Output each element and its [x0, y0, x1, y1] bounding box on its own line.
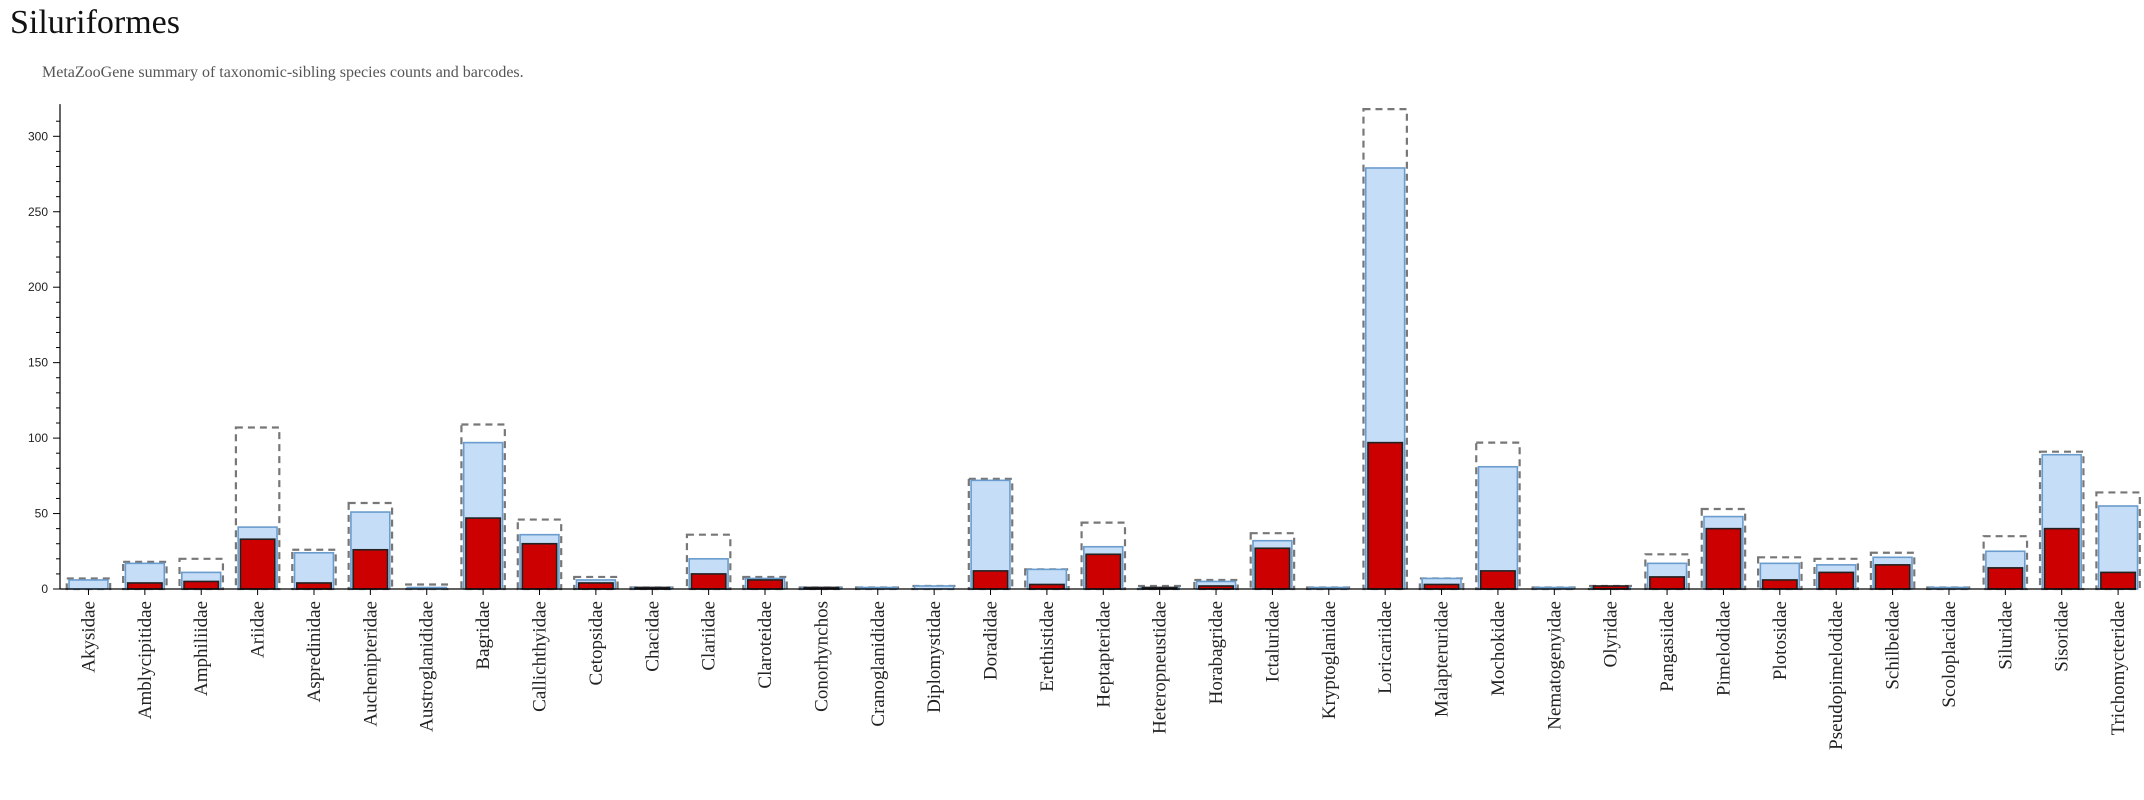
x-tick-label: Pimelodidae [1713, 601, 1734, 696]
species-bar [68, 579, 109, 590]
x-tick-label: Ictaluridae [1262, 601, 1283, 682]
total-bar [685, 533, 732, 591]
y-tick-label: 200 [28, 280, 48, 294]
barcode-bar [126, 582, 163, 590]
barcode-bar [183, 580, 220, 590]
barcode-bar [1028, 583, 1065, 590]
y-tick-label: 150 [28, 356, 48, 370]
total-bar [2038, 450, 2085, 591]
total-bar [1475, 441, 1521, 591]
x-axis: Akysidae Amblycipitidae Amphiliidae Ariidae… [60, 588, 2136, 750]
barcode-bar [972, 570, 1009, 590]
x-tick-label: Callichthyidae [529, 601, 550, 712]
barcode-bar [1254, 547, 1291, 590]
barcode-bar [1479, 570, 1516, 590]
barcode-bar [690, 573, 727, 590]
x-tick-label: Aspredinidae [304, 601, 325, 702]
barcode-bar [352, 548, 389, 590]
x-tick-label: Austroglanididae [417, 601, 438, 732]
y-tick-label: 250 [28, 205, 48, 219]
barcode-bar [2043, 527, 2080, 590]
x-tick-label: Diplomystidae [924, 601, 945, 713]
x-tick-label: Kryptoglanidae [1319, 601, 1340, 719]
barcode-bar [1085, 553, 1122, 590]
species-bar [1477, 465, 1519, 590]
barcode-bar [577, 582, 614, 590]
barcode-bar [239, 538, 276, 590]
x-tick-label: Clariidae [699, 601, 720, 671]
barcode-bar [465, 517, 502, 590]
x-tick-label: Scoloplacidae [1939, 601, 1960, 708]
page-subtitle: MetaZooGene summary of taxonomic-sibling… [42, 64, 524, 81]
x-tick-label: Plotosidae [1770, 601, 1791, 680]
x-tick-label: Heteropneustidae [1150, 601, 1171, 734]
barcode-bar [1705, 527, 1742, 590]
total-bar [178, 557, 225, 591]
x-tick-label: Siluridae [1995, 601, 2016, 670]
x-tick-label: Malapteruridae [1432, 601, 1453, 717]
x-tick-label: Claroteidae [755, 601, 776, 689]
x-tick-label: Amblycipitidae [135, 601, 156, 719]
x-tick-label: Akysidae [78, 601, 99, 673]
x-tick-label: Loricariidae [1375, 601, 1396, 694]
x-tick-label: Bagridae [473, 601, 494, 670]
barcode-bar [1423, 583, 1460, 590]
total-bar [347, 501, 394, 591]
barcode-bar [1649, 576, 1686, 590]
total-bar [1813, 557, 1860, 591]
x-tick-label: Trichomycteridae [2108, 601, 2129, 735]
x-tick-label: Pangasiidae [1657, 601, 1678, 692]
x-tick-label: Amphiliidae [191, 601, 212, 696]
x-tick-label: Sisoridae [2052, 601, 2073, 672]
x-tick-label: Pseudopimelodidae [1826, 601, 1847, 750]
barcode-bar [295, 582, 332, 590]
total-bar [1080, 521, 1127, 591]
x-tick-label: Chacidae [642, 601, 663, 672]
x-tick-label: Horabagridae [1206, 601, 1227, 704]
y-tick-label: 300 [28, 129, 48, 143]
x-tick-label: Nematogenyidae [1544, 601, 1565, 730]
bars [65, 108, 2141, 591]
x-tick-label: Mochokidae [1488, 601, 1509, 696]
x-tick-label: Erethistidae [1037, 601, 1058, 692]
barcode-bar [521, 542, 558, 590]
x-tick-label: Doradidae [981, 601, 1002, 680]
barcode-bar [1367, 441, 1404, 590]
x-tick-label: Ariidae [248, 601, 269, 658]
y-axis: 0 50 100 150 200 250 300 [28, 104, 61, 596]
barcode-bar [2100, 571, 2137, 590]
barcode-bar [1987, 567, 2024, 590]
barcode-bar [1874, 564, 1911, 590]
x-tick-label: Schilbeidae [1883, 601, 1904, 690]
barcode-bar [1818, 571, 1855, 590]
x-tick-label: Auchenipteridae [360, 601, 381, 727]
total-bar [234, 426, 281, 591]
x-tick-label: Conorhynchos [811, 601, 832, 712]
x-tick-label: Cetopsidae [586, 601, 607, 685]
y-tick-label: 0 [41, 582, 48, 596]
x-tick-label: Heptapteridae [1093, 601, 1114, 708]
barcode-bar [747, 579, 784, 590]
x-tick-label: Cranoglanididae [868, 601, 889, 727]
total-bar [967, 477, 1014, 591]
x-tick-label: Olyridae [1601, 601, 1622, 667]
page-title: Siluriformes [10, 4, 180, 41]
y-tick-label: 100 [28, 431, 48, 445]
y-tick-label: 50 [35, 507, 49, 521]
total-bar [291, 548, 337, 591]
barcode-bar [1761, 579, 1798, 590]
